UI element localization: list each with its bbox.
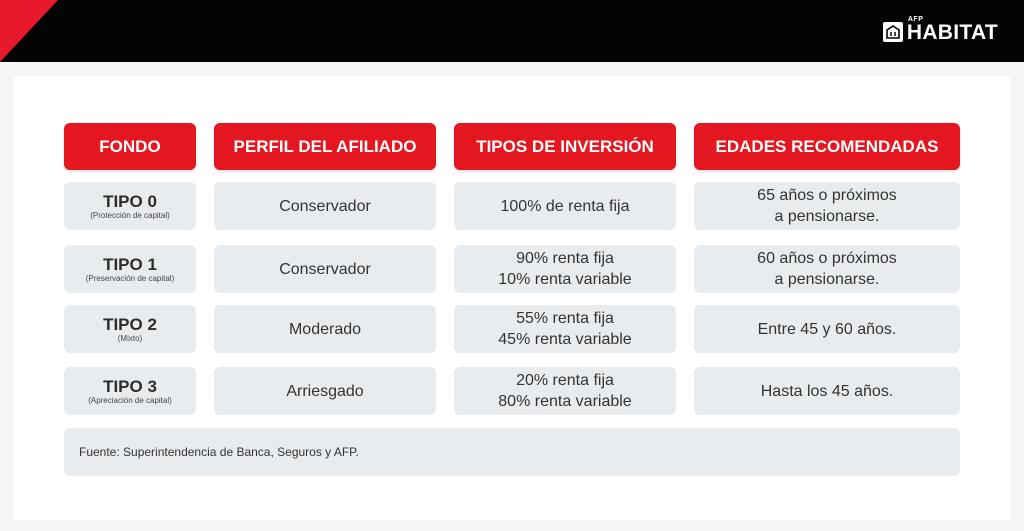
inversion-line: 20% renta fija <box>516 372 614 389</box>
edades-line: a pensionarse. <box>774 271 880 288</box>
edades-cell: 65 años o próximos a pensionarse. <box>694 182 960 230</box>
edades-cell: 60 años o próximos a pensionarse. <box>694 245 960 293</box>
inversion-line: 80% renta variable <box>498 393 632 410</box>
perfil-text: Conservador <box>279 260 371 278</box>
edades-line: Hasta los 45 años. <box>760 382 894 400</box>
fondo-subtitle: (Preservación de capital) <box>85 273 175 283</box>
perfil-cell: Arriesgado <box>214 367 436 415</box>
fondo-cell: TIPO 3 (Apreciación de capital) <box>64 367 196 415</box>
perfil-text: Conservador <box>279 197 371 215</box>
fondo-cell: TIPO 1 (Preservación de capital) <box>64 245 196 293</box>
top-bar: AFP HABITAT <box>0 0 1024 62</box>
header-inversion: TIPOS DE INVERSIÓN <box>454 123 676 170</box>
inversion-cell: 100% de renta fija <box>454 182 676 230</box>
perfil-cell: Moderado <box>214 305 436 353</box>
fondo-cell: TIPO 0 (Protección de capital) <box>64 182 196 230</box>
habitat-logo-icon <box>882 22 903 42</box>
edades-line: 65 años o próximos <box>757 187 897 204</box>
header-perfil: PERFIL DEL AFILIADO <box>214 123 436 170</box>
red-corner-accent <box>0 0 58 62</box>
fondo-subtitle: (Protección de capital) <box>90 210 170 220</box>
fondo-subtitle: (Mixto) <box>117 333 143 343</box>
fondo-name: TIPO 3 <box>103 376 157 396</box>
inversion-line: 100% de renta fija <box>500 197 630 215</box>
inversion-cell: 20% renta fija 80% renta variable <box>454 367 676 415</box>
inversion-cell: 90% renta fija 10% renta variable <box>454 245 676 293</box>
fondo-name: TIPO 1 <box>103 254 157 274</box>
edades-line: a pensionarse. <box>774 208 880 225</box>
brand-logo: AFP HABITAT <box>882 15 998 45</box>
header-edades: EDADES RECOMENDADAS <box>694 123 960 170</box>
inversion-cell: 55% renta fija 45% renta variable <box>454 305 676 353</box>
perfil-text: Moderado <box>288 320 362 338</box>
fondo-name: TIPO 2 <box>103 314 157 334</box>
brand-afp: AFP <box>907 15 924 23</box>
inversion-line: 90% renta fija <box>516 250 614 267</box>
brand-name: HABITAT <box>906 20 998 44</box>
source-footer: Fuente: Superintendencia de Banca, Segur… <box>64 428 960 476</box>
fondo-subtitle: (Apreciación de capital) <box>88 395 172 405</box>
perfil-cell: Conservador <box>214 182 436 230</box>
edades-cell: Hasta los 45 años. <box>694 367 960 415</box>
fondo-cell: TIPO 2 (Mixto) <box>64 305 196 353</box>
header-fondo: FONDO <box>64 123 196 170</box>
fondo-name: TIPO 0 <box>103 191 157 211</box>
inversion-line: 45% renta variable <box>498 331 632 348</box>
perfil-text: Arriesgado <box>286 382 364 400</box>
inversion-line: 10% renta variable <box>498 271 632 288</box>
edades-cell: Entre 45 y 60 años. <box>694 305 960 353</box>
perfil-cell: Conservador <box>214 245 436 293</box>
edades-line: Entre 45 y 60 años. <box>757 320 897 338</box>
inversion-line: 55% renta fija <box>516 310 614 327</box>
edades-line: 60 años o próximos <box>757 250 897 267</box>
